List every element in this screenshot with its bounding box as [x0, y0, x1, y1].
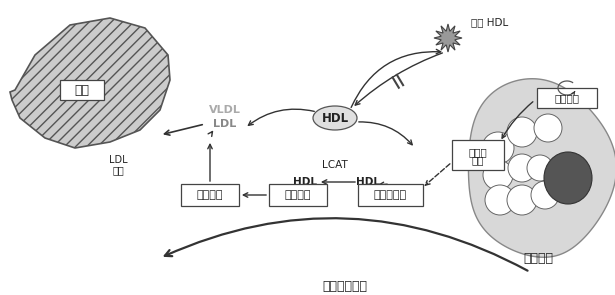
FancyArrowPatch shape	[248, 109, 314, 125]
Text: 固醇: 固醇	[472, 155, 484, 165]
Bar	[60, 80, 104, 100]
FancyArrowPatch shape	[165, 218, 528, 271]
Text: HDL: HDL	[356, 177, 380, 187]
FancyArrowPatch shape	[208, 132, 212, 136]
FancyArrowPatch shape	[355, 53, 442, 105]
Ellipse shape	[313, 106, 357, 130]
FancyArrowPatch shape	[244, 193, 266, 197]
Circle shape	[507, 185, 537, 215]
Ellipse shape	[544, 152, 592, 204]
Text: 肝脏: 肝脏	[74, 83, 90, 96]
Bar	[181, 184, 239, 206]
FancyArrowPatch shape	[359, 122, 412, 145]
FancyArrowPatch shape	[502, 102, 533, 138]
Text: LCAT: LCAT	[322, 160, 348, 170]
Text: 胆固醇酯: 胆固醇酯	[197, 190, 223, 200]
FancyArrowPatch shape	[572, 91, 575, 95]
Polygon shape	[10, 18, 170, 148]
FancyArrowPatch shape	[426, 164, 450, 185]
Circle shape	[527, 155, 553, 181]
Text: 游离胆: 游离胆	[469, 147, 487, 157]
Text: HDL: HDL	[322, 112, 349, 124]
Text: 胆固醇酯: 胆固醇酯	[285, 190, 311, 200]
Circle shape	[483, 160, 513, 190]
Circle shape	[482, 132, 514, 164]
FancyArrowPatch shape	[164, 125, 202, 135]
FancyArrowPatch shape	[351, 49, 441, 107]
Text: 胆固醇逆转运: 胆固醇逆转运	[322, 281, 368, 294]
Text: HDL: HDL	[293, 177, 317, 187]
Text: 泡沫细胞: 泡沫细胞	[523, 252, 553, 265]
FancyArrowPatch shape	[322, 180, 355, 184]
Bar	[269, 184, 327, 206]
Circle shape	[531, 181, 559, 209]
Circle shape	[508, 154, 536, 182]
Polygon shape	[434, 24, 462, 52]
FancyArrowPatch shape	[208, 144, 212, 181]
Text: 氧化 HDL: 氧化 HDL	[471, 17, 509, 27]
Circle shape	[485, 185, 515, 215]
Bar	[357, 184, 423, 206]
Text: LDL: LDL	[213, 119, 237, 129]
Circle shape	[534, 114, 562, 142]
Text: VLDL: VLDL	[209, 105, 241, 115]
Text: 受体: 受体	[112, 165, 124, 175]
Bar	[452, 140, 504, 170]
Text: LDL: LDL	[109, 155, 127, 165]
Polygon shape	[469, 79, 615, 257]
Text: 胆固醇酯: 胆固醇酯	[555, 93, 579, 103]
Circle shape	[507, 117, 537, 147]
FancyArrowPatch shape	[379, 182, 387, 187]
Text: 游离胆固醇: 游离胆固醇	[373, 190, 407, 200]
Bar	[537, 88, 597, 108]
